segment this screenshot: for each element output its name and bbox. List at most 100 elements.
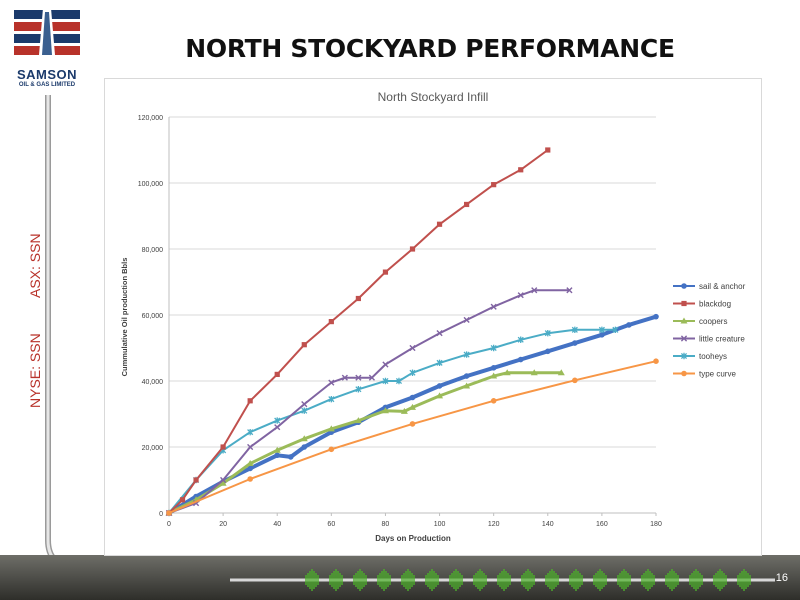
data-point: [179, 497, 186, 503]
x-tick-label: 100: [434, 521, 446, 528]
data-point: [490, 344, 497, 352]
legend-label: tooheys: [699, 352, 727, 361]
data-point: [531, 287, 538, 294]
data-point: [355, 374, 362, 381]
data-point: [273, 446, 281, 453]
data-point: [247, 443, 254, 451]
data-point: [368, 374, 376, 381]
y-tick-label: 20,000: [142, 445, 164, 452]
data-point: [490, 372, 498, 379]
data-point: [166, 510, 172, 516]
data-point: [436, 392, 444, 399]
data-point: [681, 283, 687, 289]
data-point: [382, 269, 389, 275]
data-point: [409, 403, 416, 410]
data-point: [274, 417, 281, 424]
data-point: [572, 377, 578, 384]
data-point: [301, 401, 308, 408]
data-point: [517, 336, 524, 343]
axes: [168, 117, 656, 514]
data-point: [301, 407, 308, 414]
x-tick-label: 180: [650, 521, 662, 528]
data-point: [328, 379, 335, 386]
data-point: [436, 330, 443, 337]
logo-subtitle: OIL & GAS LIMITED: [18, 82, 76, 88]
data-point: [517, 292, 524, 299]
data-point: [274, 371, 280, 377]
data-point: [341, 374, 348, 381]
data-point: [300, 435, 308, 442]
data-point: [571, 326, 578, 334]
data-point: [490, 303, 497, 310]
data-point: [598, 326, 605, 334]
data-point: [287, 454, 294, 460]
data-point: [680, 317, 688, 324]
slide-title: NORTH STOCKYARD PERFORMANCE: [185, 34, 675, 63]
x-axis-label: Days on Production: [375, 534, 451, 543]
series-tooheys: [165, 326, 619, 517]
x-tick-label: 160: [596, 521, 608, 528]
data-point: [355, 295, 361, 302]
company-logo: SAMSON OIL & GAS LIMITED: [12, 8, 84, 88]
data-point: [680, 335, 688, 342]
y-axis-label: Cummulative Oil production Bbls: [120, 258, 129, 377]
y-tick-labels: 0 20,000 40,000 60,000 80,000 100,000 120,000: [138, 115, 163, 518]
x-tick-label: 60: [327, 521, 335, 528]
data-point: [566, 287, 573, 294]
data-point: [328, 395, 335, 403]
y-tick-label: 120,000: [138, 115, 163, 122]
data-point: [219, 479, 227, 486]
data-point: [354, 417, 362, 424]
data-point: [653, 313, 659, 320]
legend-item: little creature: [673, 335, 745, 344]
data-point: [436, 221, 443, 227]
legend-label: blackdog: [699, 300, 731, 309]
pipe-graphic: [45, 95, 75, 569]
legend-item: type curve: [673, 370, 736, 379]
chart-area: 0 20,000 40,000 60,000 80,000 100,000 120,000 …: [104, 78, 762, 556]
data-point: [544, 348, 551, 355]
data-point: [463, 316, 470, 324]
data-point: [572, 340, 578, 346]
samson-flag-emblem: [14, 8, 80, 58]
line-chart: 020,00040,00060,00080,000100,000120,000 …: [120, 90, 746, 543]
series-sail-anchor: [166, 313, 659, 516]
data-point: [409, 344, 416, 352]
data-point: [545, 147, 551, 153]
data-point: [274, 452, 281, 459]
data-point: [436, 383, 443, 389]
data-point: [355, 386, 362, 393]
data-point: [409, 421, 416, 427]
slide-number: 16: [775, 572, 788, 584]
legend-item: blackdog: [673, 300, 731, 309]
series-group: [165, 147, 659, 517]
data-point: [220, 476, 227, 484]
y-tick-label: 60,000: [142, 313, 164, 320]
data-point: [503, 369, 511, 376]
data-point: [409, 369, 416, 376]
data-point: [680, 352, 688, 360]
data-point: [517, 356, 524, 363]
data-point: [327, 425, 335, 432]
y-tick-label: 0: [159, 511, 163, 518]
data-point: [328, 319, 334, 325]
x-tick-labels: 0 20 40 60 80 100 120 140 160 180: [167, 513, 662, 528]
data-point: [491, 182, 497, 188]
x-tick-label: 140: [542, 521, 554, 528]
data-point: [328, 446, 335, 453]
legend-label: coopers: [699, 317, 727, 326]
data-point: [247, 465, 253, 472]
x-tick-label: 120: [488, 521, 500, 528]
data-point: [247, 476, 253, 482]
data-point: [463, 382, 471, 389]
data-point: [301, 342, 307, 348]
data-point: [557, 369, 565, 376]
y-tick-label: 40,000: [142, 379, 164, 386]
legend: sail & anchor blackdog coopers little creat…: [673, 282, 746, 379]
data-point: [490, 365, 497, 371]
series-line: [168, 371, 562, 515]
chart-title: North Stockyard Infill: [378, 90, 489, 104]
legend-item: sail & anchor: [673, 282, 746, 291]
data-point: [301, 444, 308, 450]
data-point: [530, 369, 538, 376]
